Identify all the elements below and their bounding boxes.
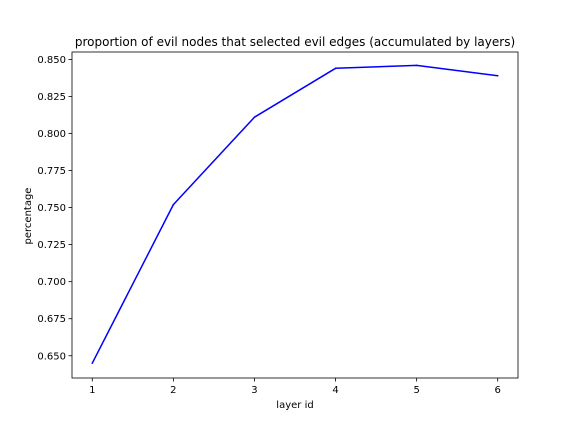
- x-tick-label: 1: [89, 385, 95, 396]
- y-tick-label: 0.675: [37, 314, 66, 325]
- x-axis-label: layer id: [276, 400, 313, 411]
- series-line: [91, 64, 498, 364]
- y-tick-label: 0.800: [37, 129, 66, 140]
- y-tick-label: 0.850: [37, 55, 66, 66]
- x-tick-label: 2: [170, 385, 176, 396]
- series-group: [91, 64, 499, 364]
- data-point: [172, 203, 175, 206]
- y-tick-label: 0.825: [37, 92, 66, 103]
- data-point: [334, 67, 337, 70]
- data-point: [415, 64, 418, 67]
- axes-frame: [71, 51, 519, 379]
- y-tick-label: 0.750: [37, 203, 66, 214]
- y-tick-label: 0.650: [37, 351, 66, 362]
- chart-title: proportion of evil nodes that selected e…: [75, 35, 515, 49]
- y-axis-label: percentage: [23, 188, 34, 245]
- x-tick-label: 6: [495, 385, 501, 396]
- x-tick-label: 4: [332, 385, 338, 396]
- x-tick-label: 5: [413, 385, 419, 396]
- y-tick-label: 0.700: [37, 277, 66, 288]
- y-tick-label: 0.725: [37, 240, 66, 251]
- x-tick-label: 3: [251, 385, 257, 396]
- data-point: [91, 362, 94, 364]
- data-point: [496, 74, 499, 77]
- y-axis: 0.650 0.675 0.700 0.725 0.750 0.775 0.800 0.825…: [37, 55, 72, 362]
- plot-area: [71, 51, 519, 379]
- x-axis: 1 2 3 4 5 6: [89, 378, 501, 396]
- data-point: [253, 116, 256, 118]
- y-tick-label: 0.775: [37, 166, 66, 177]
